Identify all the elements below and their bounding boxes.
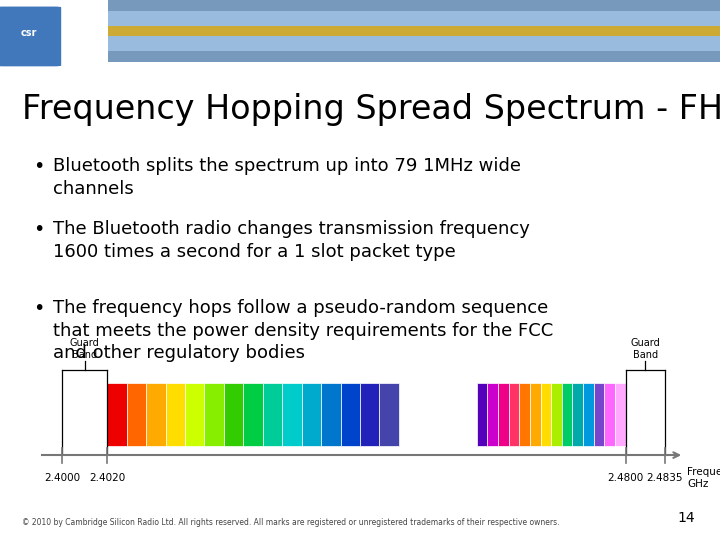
Text: •: •	[33, 157, 44, 177]
Text: The frequency hops follow a pseudo-random sequence
that meets the power density : The frequency hops follow a pseudo-rando…	[53, 299, 553, 362]
Text: csr: csr	[21, 28, 37, 38]
Text: Frequency Hopping Spread Spectrum - FHSS: Frequency Hopping Spread Spectrum - FHSS	[22, 93, 720, 126]
Bar	[541, 382, 552, 446]
FancyBboxPatch shape	[0, 6, 61, 66]
Text: •: •	[33, 220, 44, 239]
Bar	[263, 382, 282, 446]
Bar	[0, 4, 72, 69]
Bar	[0, 0, 720, 11]
Bar	[562, 382, 572, 446]
Bar	[185, 382, 204, 446]
Bar	[0, 25, 720, 36]
Bar	[572, 382, 583, 446]
Bar	[204, 382, 224, 446]
Bar	[243, 382, 263, 446]
Bar	[530, 382, 541, 446]
Bar	[594, 382, 604, 446]
Bar	[583, 382, 594, 446]
Bar	[519, 382, 530, 446]
Bar	[321, 382, 341, 446]
Text: 2.4835: 2.4835	[647, 473, 683, 483]
Bar	[498, 382, 508, 446]
Bar	[302, 382, 321, 446]
Bar	[379, 382, 399, 446]
Text: 2.4000: 2.4000	[44, 473, 80, 483]
Bar	[127, 382, 146, 446]
Text: Guard
Band: Guard Band	[70, 338, 99, 360]
Bar	[146, 382, 166, 446]
Bar	[0, 11, 720, 25]
Text: The Bluetooth radio changes transmission frequency
1600 times a second for a 1 s: The Bluetooth radio changes transmission…	[53, 220, 530, 261]
Bar	[282, 382, 302, 446]
Text: •: •	[33, 299, 44, 318]
Bar	[341, 382, 360, 446]
Bar	[0, 0, 108, 73]
Bar	[0, 36, 720, 51]
Text: Frequency,
GHz: Frequency, GHz	[687, 467, 720, 489]
Text: Guard
Band: Guard Band	[630, 338, 660, 360]
Bar	[477, 382, 487, 446]
Bar	[0, 51, 720, 62]
Bar	[107, 382, 127, 446]
Bar	[508, 382, 519, 446]
Bar	[166, 382, 185, 446]
Bar	[224, 382, 243, 446]
Bar	[604, 382, 615, 446]
Text: 2.4800: 2.4800	[608, 473, 644, 483]
Bar	[615, 382, 626, 446]
Text: 2.4020: 2.4020	[89, 473, 125, 483]
Text: 14: 14	[678, 511, 695, 525]
Bar	[360, 382, 379, 446]
Bar	[487, 382, 498, 446]
Text: © 2010 by Cambridge Silicon Radio Ltd. All rights reserved. All marks are regist: © 2010 by Cambridge Silicon Radio Ltd. A…	[22, 518, 559, 527]
Text: Bluetooth splits the spectrum up into 79 1MHz wide
channels: Bluetooth splits the spectrum up into 79…	[53, 157, 521, 198]
Bar	[552, 382, 562, 446]
